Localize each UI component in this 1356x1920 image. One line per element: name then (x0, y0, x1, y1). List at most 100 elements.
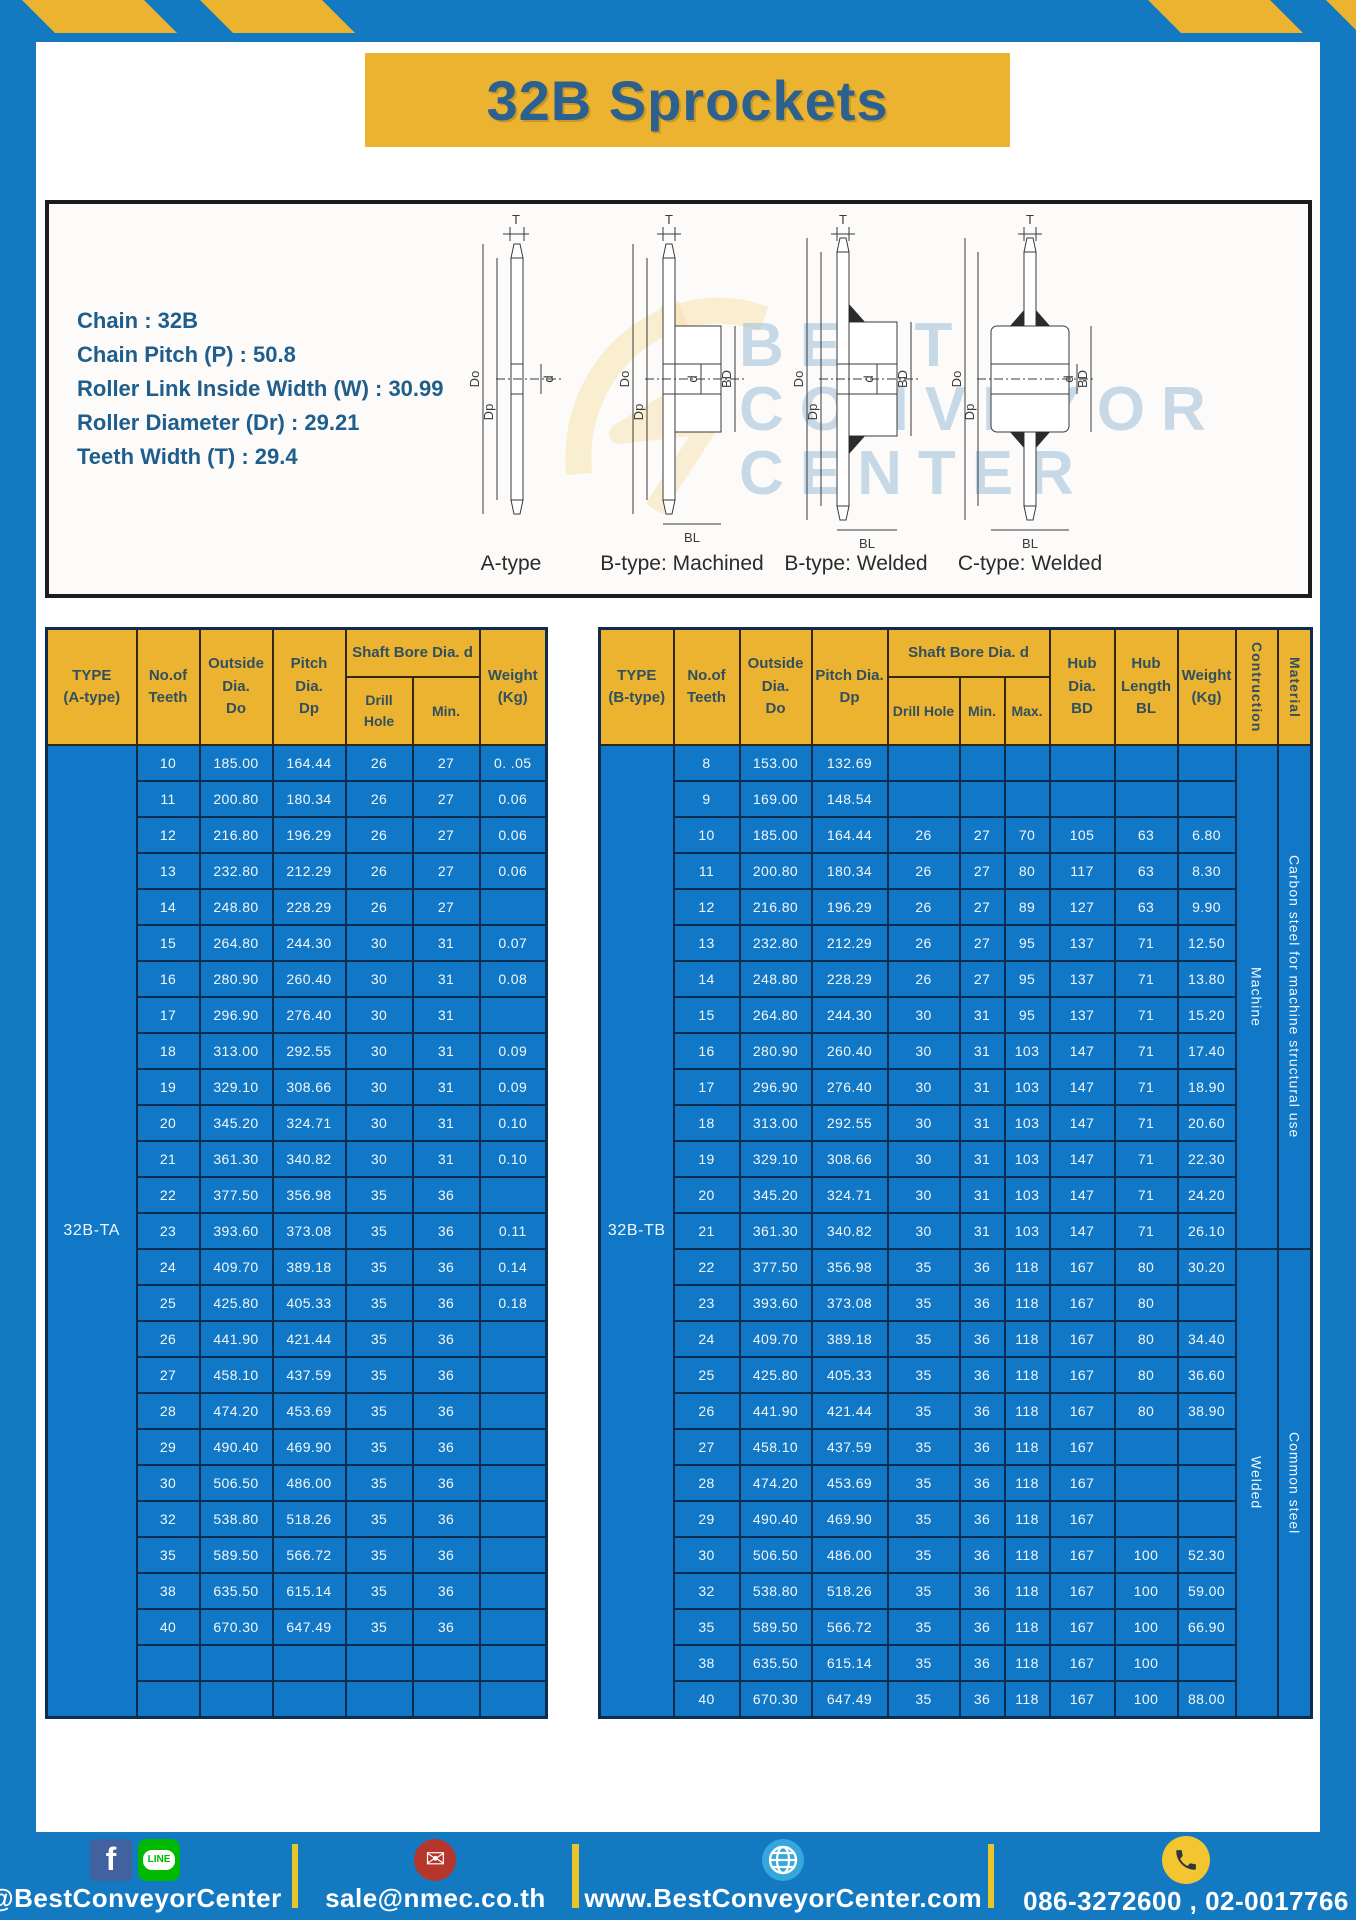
pitch-dia-cell: 647.49 (810, 1680, 889, 1719)
teeth-cell: 18 (672, 1104, 741, 1142)
weight-cell: 0.10 (478, 1140, 548, 1178)
weight-cell: 0.06 (478, 852, 548, 890)
pitch-dia-cell: 244.30 (810, 996, 889, 1034)
outside-dia-cell: 589.50 (198, 1536, 274, 1574)
outside-dia-cell: 441.90 (198, 1320, 274, 1358)
teeth-cell (135, 1680, 201, 1719)
hub-dia-cell: 117 (1048, 852, 1116, 890)
teeth-cell: 22 (135, 1176, 201, 1214)
hub-dia-cell: 167 (1048, 1680, 1116, 1719)
teeth-cell: 28 (672, 1464, 741, 1502)
table-b-row: 22 377.50 356.98 35 36 118 167 80 30.20 Welded Com… (600, 1248, 1313, 1719)
hub-length-cell: 100 (1113, 1608, 1179, 1646)
weight-cell: 52.30 (1176, 1536, 1237, 1574)
hub-length-cell: 71 (1113, 1212, 1179, 1250)
max-cell: 118 (1003, 1536, 1051, 1574)
svg-text:Do: Do (791, 371, 806, 388)
teeth-cell: 12 (672, 888, 741, 926)
hub-length-cell: 100 (1113, 1536, 1179, 1574)
min-cell: 36 (411, 1212, 481, 1250)
decor-stripe (1148, 0, 1303, 33)
footer-social: f LINE @BestConveyorCenter (0, 1838, 281, 1914)
type-label-cell: 32B-TA (45, 744, 138, 1719)
outside-dia-cell: 538.80 (198, 1500, 274, 1538)
teeth-cell: 11 (672, 852, 741, 890)
pitch-dia-cell: 276.40 (271, 996, 347, 1034)
weight-cell: 12.50 (1176, 924, 1237, 962)
outside-dia-cell: 538.80 (738, 1572, 813, 1610)
drill-hole-cell: 35 (886, 1680, 961, 1719)
max-cell: 118 (1003, 1392, 1051, 1430)
table-a-row: 27 458.10 437.59 35 36 (47, 1356, 548, 1394)
outside-dia-cell: 377.50 (198, 1176, 274, 1214)
hub-dia-cell: 167 (1048, 1608, 1116, 1646)
drill-hole-cell: 35 (886, 1608, 961, 1646)
pitch-dia-cell: 453.69 (271, 1392, 347, 1430)
min-cell: 27 (411, 852, 481, 890)
pitch-dia-cell: 292.55 (810, 1104, 889, 1142)
drill-hole-cell: 26 (886, 924, 961, 962)
table-a-row: 25 425.80 405.33 35 36 0.18 (47, 1284, 548, 1322)
pitch-dia-cell: 356.98 (810, 1248, 889, 1286)
drill-hole-cell: 35 (344, 1176, 414, 1214)
teeth-cell: 30 (135, 1464, 201, 1502)
teeth-cell: 29 (672, 1500, 741, 1538)
outside-dia-cell: 635.50 (738, 1644, 813, 1682)
hub-dia-cell: 137 (1048, 924, 1116, 962)
drill-hole-cell: 30 (344, 1032, 414, 1070)
teeth-cell: 26 (135, 1320, 201, 1358)
teeth-cell: 19 (672, 1140, 741, 1178)
min-cell: 31 (411, 960, 481, 998)
max-cell: 118 (1003, 1428, 1051, 1466)
hub-dia-cell: 137 (1048, 960, 1116, 998)
col-header-min: Min. (958, 676, 1006, 746)
max-cell: 70 (1003, 816, 1051, 854)
table-b-row: 19 329.10 308.66 30 31 103 147 71 22.30 (600, 1140, 1312, 1178)
weight-cell: 0.06 (478, 816, 548, 854)
pitch-dia-cell: 196.29 (810, 888, 889, 926)
table-a-row: 11 200.80 180.34 26 27 0.06 (47, 780, 548, 818)
outside-dia-cell: 216.80 (198, 816, 274, 854)
hub-length-cell: 100 (1113, 1572, 1179, 1610)
pitch-dia-cell: 518.26 (271, 1500, 347, 1538)
hub-length-cell: 71 (1113, 924, 1179, 962)
construction-cell: Welded (1234, 1248, 1279, 1719)
min-cell: 27 (958, 852, 1006, 890)
min-cell: 36 (958, 1392, 1006, 1430)
outside-dia-cell: 345.20 (738, 1176, 813, 1214)
outside-dia-cell: 506.50 (198, 1464, 274, 1502)
col-header-min: Min. (411, 676, 481, 746)
pitch-dia-cell: 308.66 (810, 1140, 889, 1178)
col-header-outside-dia: Outside Dia. Do (738, 627, 813, 746)
teeth-cell: 22 (672, 1248, 741, 1286)
line-app-icon: LINE (138, 1838, 180, 1881)
min-cell: 31 (958, 1140, 1006, 1178)
teeth-cell: 21 (672, 1212, 741, 1250)
table-a-row: 18 313.00 292.55 30 31 0.09 (47, 1032, 548, 1070)
table-a-row: 40 670.30 647.49 35 36 (47, 1608, 548, 1646)
svg-text:BL: BL (684, 530, 700, 545)
outside-dia-cell: 635.50 (198, 1572, 274, 1610)
teeth-cell: 38 (672, 1644, 741, 1682)
table-b-row: 30 506.50 486.00 35 36 118 167 100 52.30 (600, 1536, 1312, 1574)
outside-dia-cell: 296.90 (738, 1068, 813, 1106)
pitch-dia-cell: 164.44 (271, 744, 347, 782)
material-cell: Common steel (1276, 1248, 1313, 1719)
table-a-row: 30 506.50 486.00 35 36 (47, 1464, 548, 1502)
drill-hole-cell: 26 (886, 816, 961, 854)
phone-icon (1162, 1835, 1211, 1884)
min-cell: 36 (411, 1464, 481, 1502)
teeth-cell: 11 (135, 780, 201, 818)
drill-hole-cell: 35 (344, 1536, 414, 1574)
pitch-dia-cell: 469.90 (810, 1500, 889, 1538)
spec-line: Chain : 32B (77, 308, 199, 333)
hub-length-cell: 100 (1113, 1644, 1179, 1682)
teeth-cell: 29 (135, 1428, 201, 1466)
teeth-cell: 28 (135, 1392, 201, 1430)
table-a-row: 21 361.30 340.82 30 31 0.10 (47, 1140, 548, 1178)
pitch-dia-cell: 340.82 (810, 1212, 889, 1250)
drill-hole-cell: 35 (886, 1320, 961, 1358)
hub-dia-cell: 167 (1048, 1572, 1116, 1610)
min-cell (411, 1644, 481, 1682)
